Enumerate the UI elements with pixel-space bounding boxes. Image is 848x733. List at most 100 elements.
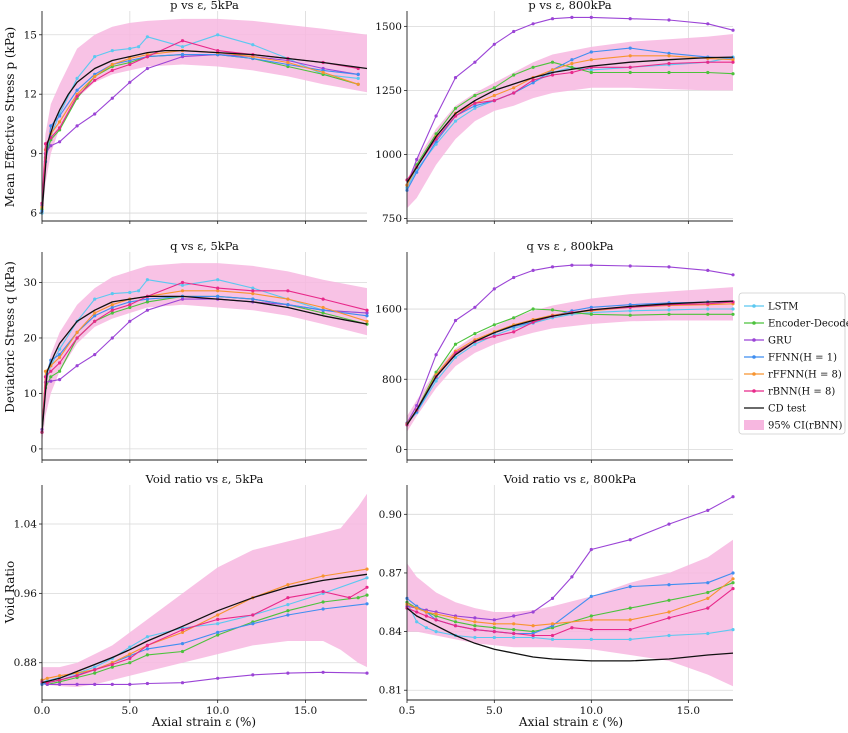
data-point-ffnn-h-1 [58, 114, 62, 118]
data-point-encoder-decoder [706, 70, 710, 75]
data-point-lstm [589, 68, 593, 72]
data-point-gru [453, 318, 458, 323]
data-point-gru [667, 18, 671, 22]
legend-label: GRU [768, 336, 792, 347]
ci-band [407, 287, 733, 432]
data-point-rffnn-h-8 [550, 68, 555, 72]
data-point-ffnn-h-1 [365, 602, 369, 606]
data-point-rffnn-h-8 [251, 292, 255, 296]
data-point-gru [453, 76, 458, 80]
data-point-rffnn-h-8 [110, 303, 114, 307]
y-tick-label: 0 [395, 444, 402, 456]
y-tick-label: 1.04 [14, 519, 38, 531]
data-point-encoder-decoder [473, 332, 477, 336]
data-point-encoder-decoder [550, 308, 555, 312]
data-point-rbnn-h-8 [75, 336, 79, 340]
series-line-cd-test [41, 573, 368, 684]
data-point-rffnn-h-8 [216, 289, 220, 293]
data-point-lstm [286, 603, 290, 607]
data-point-rbnn-h-8 [731, 587, 735, 591]
data-point-encoder-decoder [473, 624, 477, 628]
data-point-gru [434, 114, 438, 118]
data-point-lstm [216, 622, 220, 626]
data-point-encoder-decoder [58, 369, 62, 373]
data-point-rbnn-h-8 [286, 289, 290, 293]
data-point-rffnn-h-8 [216, 613, 220, 617]
data-point-rbnn-h-8 [512, 91, 516, 95]
data-point-rbnn-h-8 [321, 297, 325, 301]
data-point-gru [58, 140, 62, 144]
data-point-rffnn-h-8 [550, 622, 555, 626]
data-point-rbnn-h-8 [93, 78, 97, 82]
data-point-rffnn-h-8 [424, 610, 428, 614]
x-tick-label: 0.5 [399, 705, 416, 717]
panel-title: q vs ε, 5kPa [170, 239, 239, 253]
data-point-rffnn-h-8 [128, 56, 132, 61]
legend-marker-ffnn-h-1 [752, 355, 756, 359]
data-point-encoder-decoder [180, 649, 185, 654]
data-point-ffnn-h-1 [415, 170, 419, 174]
data-point-gru [58, 378, 62, 382]
data-point-gru [589, 547, 593, 552]
legend-label: rFFNN(H = 8) [768, 370, 842, 381]
data-point-rbnn-h-8 [145, 55, 149, 59]
data-point-rffnn-h-8 [93, 311, 97, 315]
data-point-rbnn-h-8 [415, 610, 419, 614]
data-point-encoder-decoder [110, 665, 114, 669]
y-tick-label: 1250 [375, 85, 402, 97]
data-point-rffnn-h-8 [589, 58, 593, 62]
data-point-encoder-decoder [453, 106, 458, 110]
data-point-rbnn-h-8 [58, 361, 62, 365]
y-tick-label: 15 [24, 29, 37, 41]
data-point-rbnn-h-8 [110, 662, 114, 667]
data-point-rffnn-h-8 [512, 622, 516, 626]
data-point-rbnn-h-8 [145, 643, 149, 648]
data-point-encoder-decoder [706, 590, 710, 595]
data-point-rffnn-h-8 [628, 54, 632, 58]
legend-marker-gru [752, 338, 756, 342]
data-point-ffnn-h-1 [321, 607, 325, 611]
data-point-lstm [706, 307, 710, 311]
data-point-rbnn-h-8 [492, 99, 496, 103]
data-point-gru [180, 297, 185, 301]
y-tick-label: 6 [30, 208, 37, 220]
legend-label: 95% CI(rBNN) [768, 421, 843, 432]
legend-label: Encoder-Decoder [768, 319, 848, 330]
data-point-ffnn-h-1 [706, 581, 710, 585]
data-point-rbnn-h-8 [128, 656, 132, 661]
data-point-lstm [110, 292, 114, 296]
legend-frame [738, 292, 846, 435]
data-point-rbnn-h-8 [570, 626, 574, 630]
data-point-gru [473, 305, 477, 309]
data-point-lstm [473, 635, 477, 640]
data-point-rbnn-h-8 [286, 596, 290, 600]
data-point-gru [570, 263, 574, 267]
xlabel-left: Axial strain ε (%) [151, 715, 256, 729]
data-point-encoder-decoder [356, 596, 360, 600]
data-point-ffnn-h-1 [356, 72, 360, 76]
data-point-rffnn-h-8 [45, 676, 49, 680]
data-point-lstm [492, 635, 496, 640]
data-point-gru [570, 575, 574, 579]
ylabel-void: Void Ratio [3, 561, 17, 624]
data-point-ffnn-h-1 [180, 642, 185, 646]
data-point-rbnn-h-8 [93, 319, 97, 323]
data-point-rbnn-h-8 [365, 585, 369, 589]
data-point-ffnn-h-1 [145, 297, 149, 301]
data-point-gru [628, 264, 632, 268]
ci-band [42, 18, 367, 220]
data-point-lstm [473, 342, 477, 346]
data-point-gru [110, 682, 114, 687]
data-point-gru [628, 538, 632, 542]
ci-band [407, 34, 733, 209]
legend-label: CD test [768, 404, 806, 415]
data-point-rffnn-h-8 [731, 577, 735, 581]
data-point-rbnn-h-8 [473, 628, 477, 632]
data-point-rffnn-h-8 [43, 369, 48, 373]
data-point-rffnn-h-8 [180, 289, 185, 293]
data-point-ffnn-h-1 [128, 300, 132, 304]
x-tick-label: 5.0 [486, 705, 503, 717]
data-point-gru [110, 336, 114, 340]
data-point-encoder-decoder [453, 342, 458, 346]
data-point-ffnn-h-1 [628, 46, 632, 50]
